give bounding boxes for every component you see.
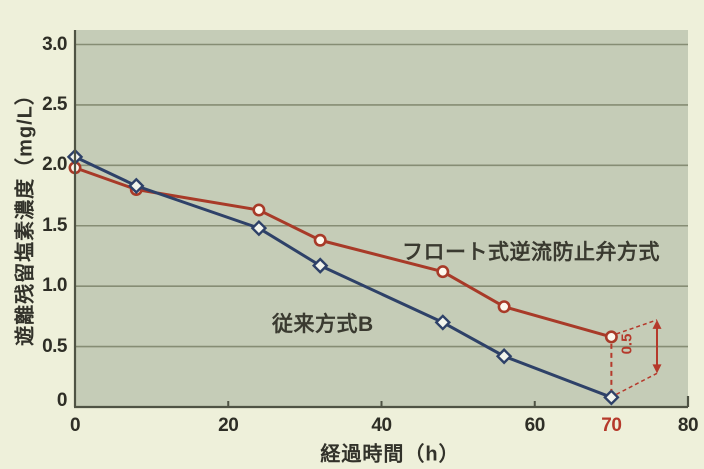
y-tick-1.5: 1.5 — [42, 214, 67, 236]
x-tick-20: 20 — [218, 415, 239, 436]
y-tick-3.0: 3.0 — [42, 33, 67, 55]
y-tick-1.0: 1.0 — [42, 275, 67, 297]
series-label-float-valve-method: フロート式逆流防止弁方式 — [402, 241, 660, 264]
x-tick-0: 0 — [69, 415, 81, 436]
x-axis-title: 経過時間（h） — [320, 443, 460, 466]
x-tick-60: 60 — [524, 415, 546, 436]
x-tick-40: 40 — [371, 415, 392, 436]
annotation-difference-marker — [610, 319, 662, 395]
series-label-conventional-method-b: 従来方式B — [272, 313, 374, 336]
x-tick-70: 70 — [601, 415, 622, 436]
y-tick-2.5: 2.5 — [42, 93, 67, 115]
series-markers-1 — [66, 148, 620, 406]
plot-area — [75, 30, 688, 407]
annotation-difference-label: 0.5 — [618, 333, 636, 355]
y-tick-0: 0 — [56, 390, 68, 411]
y-tick-2.0: 2.0 — [42, 154, 67, 176]
series-line-1 — [74, 155, 612, 399]
y-axis-title: 遊離残留塩素濃度（mg/L） — [14, 84, 37, 346]
y-tick-0.5: 0.5 — [42, 335, 67, 357]
axes — [73, 30, 690, 409]
x-tick-80: 80 — [677, 415, 699, 436]
gridlines — [75, 43, 688, 348]
